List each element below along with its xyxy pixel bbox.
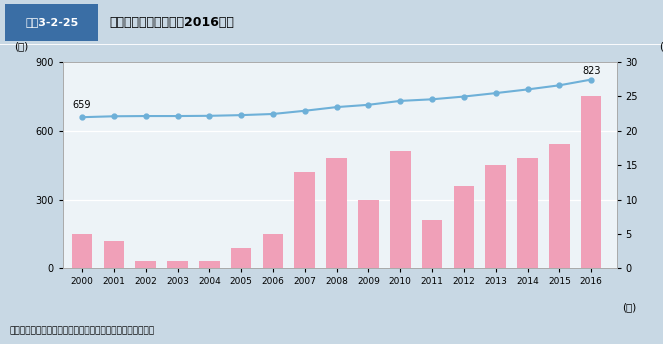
Bar xyxy=(549,144,570,268)
Text: 資料：厄生労働省労働基準局「地域別最低賃金の全国一覧」: 資料：厄生労働省労働基準局「地域別最低賃金の全国一覧」 xyxy=(10,326,155,335)
Bar xyxy=(72,234,92,268)
Text: 図表3-2-25: 図表3-2-25 xyxy=(25,17,78,28)
Bar xyxy=(167,261,188,268)
Bar xyxy=(263,234,283,268)
Bar xyxy=(135,261,156,268)
Bar xyxy=(103,241,124,268)
Bar xyxy=(294,172,315,268)
Bar xyxy=(422,220,442,268)
Bar xyxy=(390,151,410,268)
Bar xyxy=(326,158,347,268)
Text: 659: 659 xyxy=(73,100,91,110)
Bar xyxy=(517,158,538,268)
Text: (年): (年) xyxy=(622,302,636,312)
Bar xyxy=(581,96,601,268)
Text: (円): (円) xyxy=(659,42,663,52)
Text: (円): (円) xyxy=(15,42,29,52)
Bar xyxy=(231,248,251,268)
FancyBboxPatch shape xyxy=(5,4,98,41)
Bar xyxy=(358,200,379,268)
Bar xyxy=(199,261,219,268)
Bar xyxy=(485,165,506,268)
Text: 最低賃金の年次推移（2016年）: 最低賃金の年次推移（2016年） xyxy=(109,16,234,29)
Bar xyxy=(453,186,474,268)
Text: 823: 823 xyxy=(582,66,601,76)
